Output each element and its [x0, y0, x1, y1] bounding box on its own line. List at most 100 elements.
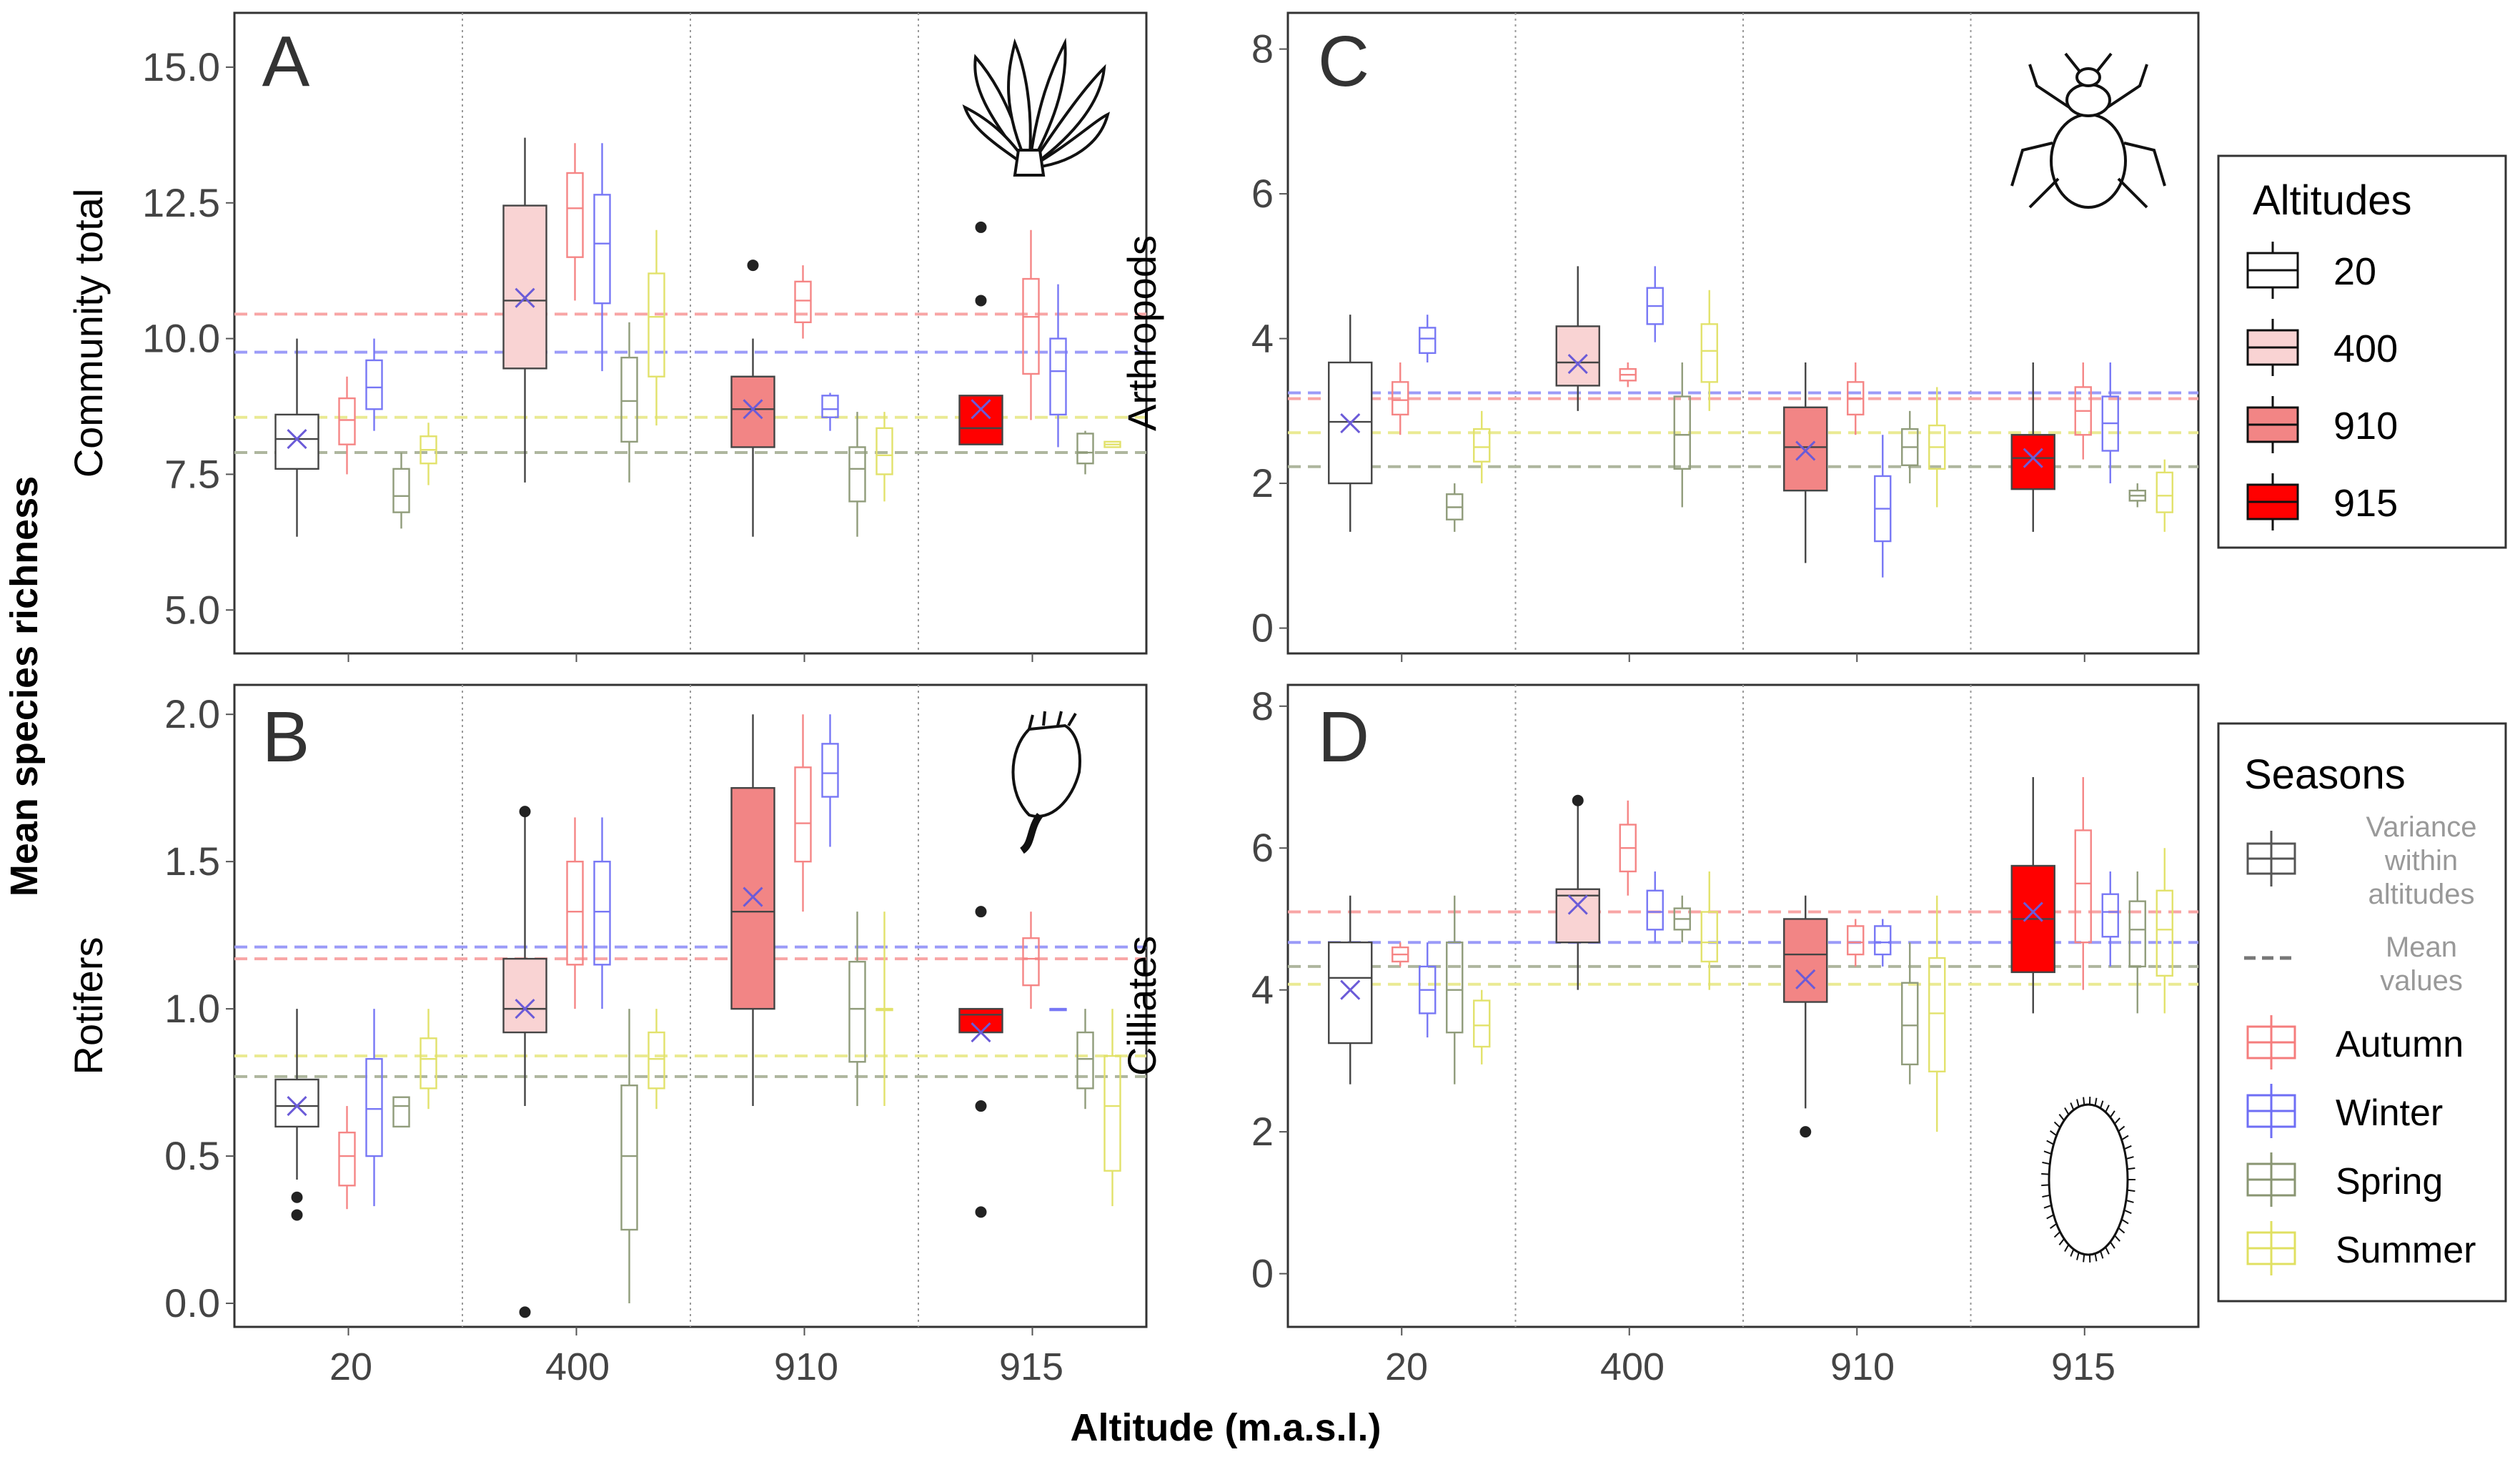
box	[648, 272, 665, 377]
x-tick-400: 400	[545, 1345, 610, 1388]
box	[365, 1057, 383, 1157]
season-box-summer	[1103, 1009, 1121, 1207]
ciliate-cilium	[2105, 1105, 2110, 1113]
y-tick-label: 1.0	[164, 986, 220, 1031]
plant-leaf	[1028, 112, 1110, 169]
seasons-legend-frame	[2217, 722, 2507, 1303]
season-legend-item: Spring	[2246, 1152, 2443, 1207]
altitude-legend-label: 915	[2333, 482, 2398, 525]
x-tick-400: 400	[1600, 1345, 1665, 1388]
season-box-spring	[1673, 362, 1691, 508]
season-box-spring	[392, 453, 410, 529]
season-legend-item: Winter	[2246, 1084, 2443, 1138]
mean-marker	[1795, 440, 1816, 461]
season-box-winter	[1874, 919, 1892, 967]
season-box-spring	[2128, 483, 2146, 508]
ciliate-cilium	[2070, 1248, 2075, 1257]
ciliate-cilium	[2041, 1172, 2050, 1175]
outlier-point	[975, 906, 987, 918]
ciliate-cilium	[2109, 1110, 2115, 1118]
season-box-winter	[1874, 435, 1892, 578]
x-tick-910: 910	[774, 1345, 838, 1388]
season-legend-item: Autumn	[2246, 1015, 2464, 1070]
box	[502, 204, 547, 370]
season-box-autumn	[566, 817, 584, 1009]
box	[1901, 982, 1919, 1066]
ciliate-cilium	[2123, 1145, 2132, 1150]
altitude-legend-label: 400	[2333, 327, 2398, 370]
season-box-winter	[2101, 362, 2119, 484]
outlier-point	[1572, 794, 1584, 806]
mean-marker	[287, 1095, 307, 1117]
season-box-autumn	[1392, 362, 1409, 435]
mean-marker	[287, 429, 307, 450]
outlier-point	[1800, 1126, 1812, 1138]
season-box-summer	[648, 1009, 665, 1110]
box	[821, 743, 839, 798]
box	[1928, 957, 1946, 1072]
altitude-box-20	[274, 338, 319, 537]
global-x-label: Altitude (m.a.s.l.)	[1070, 1406, 1381, 1449]
box	[420, 1037, 437, 1090]
panel-d: 0 2 4 6 8 Cilliates D	[1119, 683, 2200, 1335]
ciliate-cilium	[2127, 1189, 2135, 1192]
mean-marker	[1795, 969, 1816, 989]
box	[1700, 911, 1718, 963]
variance-legend-label: Variance	[2366, 811, 2477, 843]
altitude-box-400	[1555, 794, 1600, 990]
season-box-winter	[593, 817, 611, 1009]
y-tick-label: 12.5	[142, 180, 220, 225]
season-box-autumn	[338, 1106, 356, 1210]
altitude-box-910	[1783, 895, 1828, 1138]
altitude-legend-item: 910	[2246, 396, 2398, 453]
box	[620, 1085, 638, 1231]
box	[2101, 893, 2119, 938]
box	[1446, 941, 1464, 1034]
season-box-winter	[365, 1009, 383, 1207]
ciliate-cilium	[2109, 1241, 2115, 1249]
season-box-summer	[1700, 290, 1718, 411]
season-legend-label: Summer	[2336, 1230, 2476, 1271]
outlier-point	[519, 1306, 531, 1318]
season-box-winter	[1049, 1007, 1067, 1012]
season-box-autumn	[1847, 919, 1865, 967]
ciliate-cilium	[2076, 1252, 2080, 1260]
season-box-winter	[2101, 871, 2119, 967]
plant-icon	[962, 37, 1110, 177]
y-tick-label: 4	[1251, 316, 1274, 361]
seasons-legend-title: Seasons	[2244, 751, 2406, 798]
beetle-head	[2075, 67, 2101, 87]
box	[794, 280, 812, 324]
y-tick-label: 7.5	[164, 451, 220, 496]
box	[2074, 829, 2092, 944]
season-box-winter	[821, 392, 839, 431]
ciliate-cilium	[2070, 1102, 2075, 1111]
y-tick-label: 2.0	[164, 691, 220, 736]
plant-leaf	[1028, 64, 1106, 169]
box	[1076, 1031, 1094, 1090]
season-box-autumn	[1022, 912, 1040, 1009]
altitude-box-915	[2010, 776, 2055, 1014]
panel-letter: A	[262, 21, 310, 102]
season-box-autumn	[794, 265, 812, 339]
ciliate-icon	[2041, 1097, 2135, 1263]
outlier-point	[975, 1100, 987, 1112]
ciliate-cilium	[2058, 1113, 2065, 1121]
ciliate-cilium	[2127, 1167, 2135, 1170]
ciliate-cilium	[2064, 1244, 2070, 1252]
ciliate-body	[2048, 1103, 2129, 1256]
x-tick-915: 915	[999, 1345, 1063, 1388]
box	[1700, 323, 1718, 383]
ciliate-cilium	[2043, 1150, 2052, 1155]
ciliate-cilium	[2043, 1204, 2052, 1209]
season-box-autumn	[1392, 942, 1409, 967]
y-tick-label: 10.0	[142, 316, 220, 361]
plant-leaf	[962, 104, 1031, 169]
season-box-spring	[848, 412, 866, 537]
x-tick-910: 910	[1830, 1345, 1895, 1388]
season-box-autumn	[338, 376, 356, 475]
box	[1783, 406, 1828, 492]
ciliate-cilium	[2094, 1097, 2098, 1106]
ciliate-cilium	[2105, 1246, 2110, 1255]
